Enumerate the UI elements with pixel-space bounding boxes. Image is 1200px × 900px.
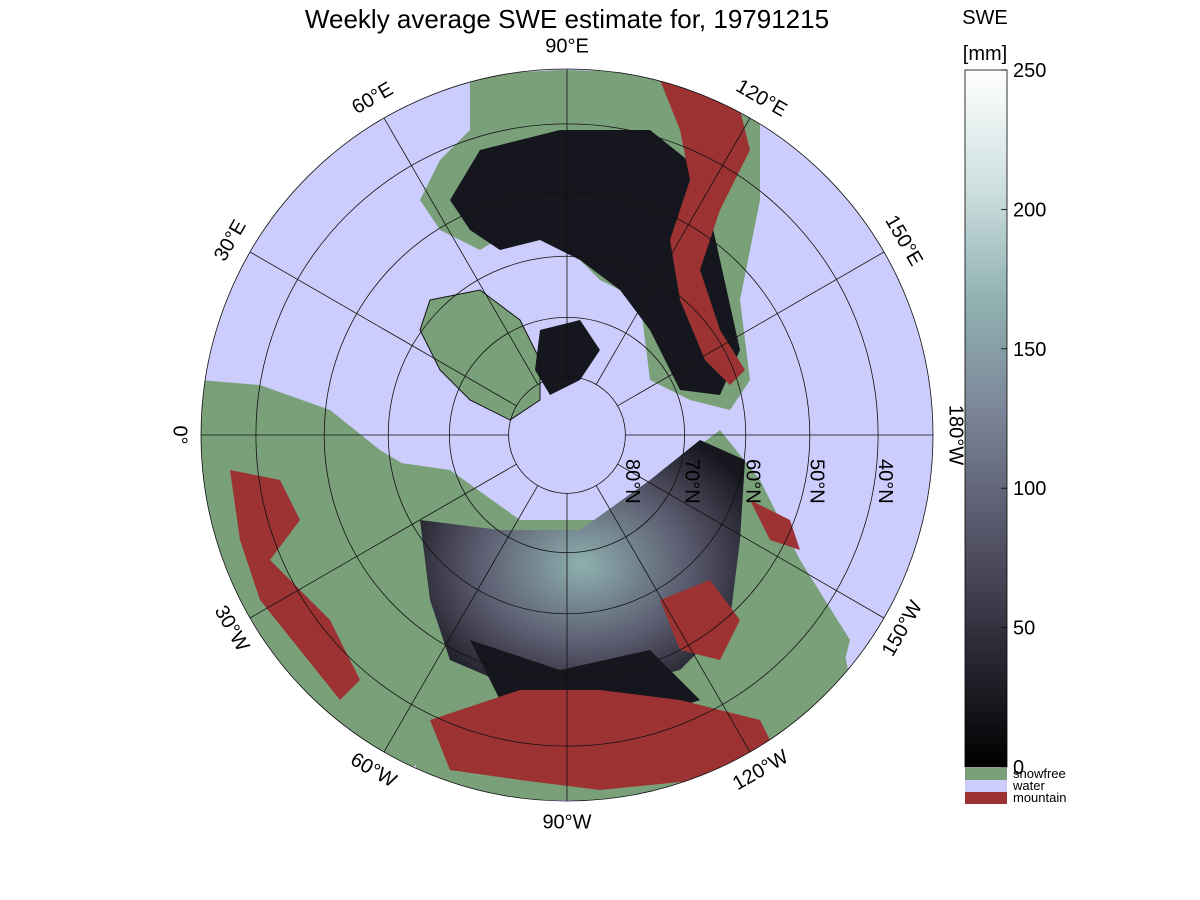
- longitude-label: 90°E: [545, 35, 589, 57]
- latitude-labels: 80°N 70°N 60°N 50°N 40°N: [621, 459, 896, 504]
- latitude-label: 60°N: [741, 459, 763, 504]
- mountains-east-siberia: [660, 580, 740, 660]
- colorbar-gradient: [964, 69, 1008, 768]
- meridian-line: [249, 251, 517, 407]
- longitude-label: 180°W: [945, 405, 967, 465]
- category-swatch-water: [965, 780, 1007, 792]
- land-greenland: [420, 290, 540, 420]
- latitude-label: 40°N: [874, 459, 896, 504]
- category-label-mountain: mountain: [1013, 790, 1066, 805]
- meridian-line: [383, 485, 539, 753]
- meridian-line: [617, 463, 885, 619]
- colorbar-tick-label: 150: [1013, 339, 1046, 361]
- colorbar-tick-label: 50: [1013, 618, 1035, 640]
- meridian-line: [617, 251, 885, 407]
- longitude-label: 90°W: [542, 811, 591, 833]
- colorbar-title-line1: SWE: [962, 7, 1008, 29]
- meridian-line: [595, 485, 751, 753]
- latitude-label: 70°N: [680, 459, 702, 504]
- colorbar-title-line2: [mm]: [963, 43, 1007, 65]
- category-swatch-mountain: [965, 792, 1007, 804]
- mountains-asia-south: [430, 690, 780, 790]
- latitude-label: 50°N: [806, 459, 828, 504]
- meridian-line: [383, 117, 539, 385]
- longitude-label: 60°E: [348, 78, 397, 119]
- snow-canadian-archipelago: [535, 320, 600, 395]
- category-label-snowfree: snowfree: [1013, 766, 1066, 781]
- colorbar-tick-label: 100: [1013, 478, 1046, 500]
- colorbar-tick-label: 0: [1013, 757, 1024, 779]
- latitude-label: 80°N: [621, 459, 643, 504]
- mountains-europe: [230, 470, 360, 700]
- map-border: [200, 68, 934, 802]
- chart-title: Weekly average SWE estimate for, 1979121…: [305, 4, 829, 34]
- polar-map: 90°W60°W30°W0°30°E60°E90°E120°E150°E180°…: [169, 35, 967, 833]
- colorbar-tick-label: 200: [1013, 199, 1046, 221]
- longitude-label: 30°E: [210, 216, 251, 265]
- colorbar-ticks: 0 50 100 150 200 250: [1001, 60, 1046, 779]
- graticule: [201, 69, 933, 801]
- category-label-water: water: [1012, 778, 1045, 793]
- longitude-label: 0°: [169, 425, 191, 444]
- colorbar-tick-label: 250: [1013, 60, 1046, 82]
- colorbar: SWE [mm] 0 50 100 150 200 250 snowfreewatermo…: [962, 7, 1066, 805]
- coastline-overlay: [419, 289, 541, 421]
- category-swatch-snowfree: [965, 768, 1007, 780]
- arctic-coast-greenland: [419, 289, 541, 421]
- land-japan: [800, 600, 850, 700]
- meridian-line: [595, 117, 751, 385]
- meridian-line: [249, 463, 517, 619]
